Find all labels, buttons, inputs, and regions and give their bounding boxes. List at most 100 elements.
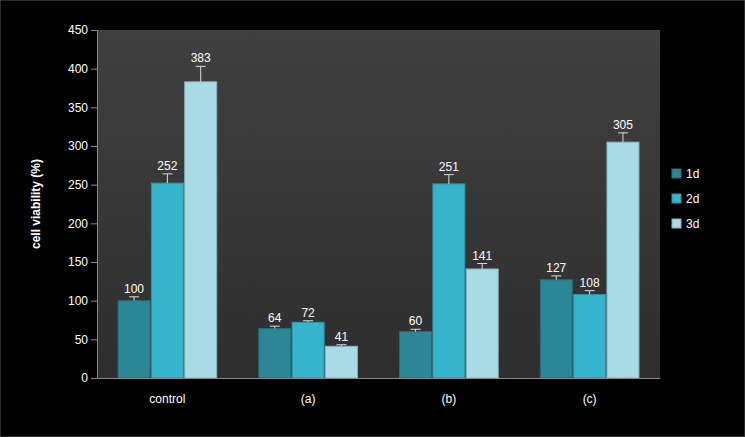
y-tick-mark xyxy=(91,30,97,31)
series xyxy=(151,174,605,378)
bar xyxy=(118,301,150,378)
error-bar-cap xyxy=(618,132,628,133)
error-bar-stem xyxy=(622,133,623,142)
x-tick: (c) xyxy=(583,378,597,406)
y-tick: 100 xyxy=(68,294,97,308)
chart: 0 50 100 150 200 250 300 350 400 450 control (a) (b)… xyxy=(0,0,745,437)
data-label: 100 xyxy=(124,282,144,296)
y-tick-label: 250 xyxy=(68,178,88,192)
data-label: 305 xyxy=(613,118,633,132)
y-tick: 50 xyxy=(75,333,97,347)
bar xyxy=(466,269,498,378)
y-tick: 400 xyxy=(68,62,97,76)
y-axis: 0 50 100 150 200 250 300 350 400 450 xyxy=(68,23,98,385)
error-bar xyxy=(196,66,206,81)
bar xyxy=(433,184,465,378)
y-tick-mark xyxy=(91,262,97,263)
legend-label: 1d xyxy=(686,167,699,181)
error-bar-cap xyxy=(303,320,313,321)
legend-item: 1d xyxy=(672,167,699,181)
bar xyxy=(151,183,183,378)
data-label: 72 xyxy=(301,306,315,320)
bar xyxy=(540,280,572,378)
y-tick-label: 150 xyxy=(68,255,88,269)
background xyxy=(0,0,745,437)
error-bar xyxy=(551,276,561,280)
error-bar-stem xyxy=(482,264,483,269)
bar xyxy=(574,294,606,378)
data-label: 383 xyxy=(191,51,211,65)
error-bar xyxy=(585,291,595,295)
data-label: 108 xyxy=(580,276,600,290)
error-bar-cap xyxy=(477,263,487,264)
error-bar-cap xyxy=(585,290,595,291)
y-tick: 150 xyxy=(68,255,97,269)
y-tick-mark xyxy=(91,223,97,224)
legend-swatch xyxy=(672,169,681,178)
error-bar-cap xyxy=(444,174,454,175)
y-tick-mark xyxy=(91,146,97,147)
bar xyxy=(607,142,639,378)
error-bar xyxy=(129,297,139,301)
y-tick-label: 50 xyxy=(75,333,89,347)
error-bar xyxy=(411,329,421,331)
y-tick: 300 xyxy=(68,139,97,153)
legend-item: 2d xyxy=(672,192,699,206)
data-label: 64 xyxy=(268,311,282,325)
x-tick: control xyxy=(149,378,185,406)
bars xyxy=(118,66,639,378)
bar xyxy=(185,82,217,378)
error-bar-cap xyxy=(411,329,421,330)
legend-swatch xyxy=(672,194,681,203)
x-tick-label: (c) xyxy=(583,392,597,406)
data-label: 127 xyxy=(546,261,566,275)
error-bar xyxy=(270,326,280,328)
y-tick-label: 450 xyxy=(68,23,88,37)
legend-label: 3d xyxy=(686,217,699,231)
error-bar-cap xyxy=(162,173,172,174)
error-bar xyxy=(444,175,454,184)
x-tick-label: (b) xyxy=(442,392,457,406)
error-bar-stem xyxy=(556,276,557,280)
plot-area xyxy=(97,30,660,378)
y-axis-title: cell viability (%) xyxy=(29,159,43,249)
x-tick: (a) xyxy=(301,378,316,406)
legend-item: 3d xyxy=(672,217,699,231)
error-bar-stem xyxy=(134,297,135,301)
error-bar-stem xyxy=(448,175,449,184)
data-labels: 10064601272527225110838341141305 xyxy=(124,51,633,343)
bar xyxy=(325,346,357,378)
y-tick-label: 350 xyxy=(68,101,88,115)
bar xyxy=(400,332,432,378)
error-bar xyxy=(336,345,346,347)
error-bar xyxy=(303,321,313,323)
y-tick: 450 xyxy=(68,23,97,37)
error-bar xyxy=(477,264,487,269)
error-bar-stem xyxy=(167,174,168,183)
y-tick-mark xyxy=(91,69,97,70)
error-bar-stem xyxy=(589,291,590,295)
y-tick: 200 xyxy=(68,217,97,231)
plot: 0 50 100 150 200 250 300 350 400 450 control (a) (b)… xyxy=(68,23,661,405)
error-bar-cap xyxy=(129,296,139,297)
y-tick: 0 xyxy=(81,371,97,385)
y-tick-mark xyxy=(91,339,97,340)
y-tick-label: 400 xyxy=(68,62,88,76)
series xyxy=(185,66,639,378)
bar xyxy=(292,322,324,378)
error-bar-cap xyxy=(270,326,280,327)
data-label: 141 xyxy=(472,249,492,263)
y-tick-label: 0 xyxy=(81,371,88,385)
y-axis-line xyxy=(97,31,98,379)
bar xyxy=(259,329,291,378)
error-bar xyxy=(618,133,628,142)
y-tick-label: 100 xyxy=(68,294,88,308)
y-tick-mark xyxy=(91,185,97,186)
y-tick-mark xyxy=(91,301,97,302)
data-label: 252 xyxy=(157,159,177,173)
y-tick: 350 xyxy=(68,101,97,115)
data-label: 60 xyxy=(409,314,423,328)
y-tick-label: 300 xyxy=(68,139,88,153)
x-tick-label: control xyxy=(149,392,185,406)
error-bar-cap xyxy=(336,344,346,345)
